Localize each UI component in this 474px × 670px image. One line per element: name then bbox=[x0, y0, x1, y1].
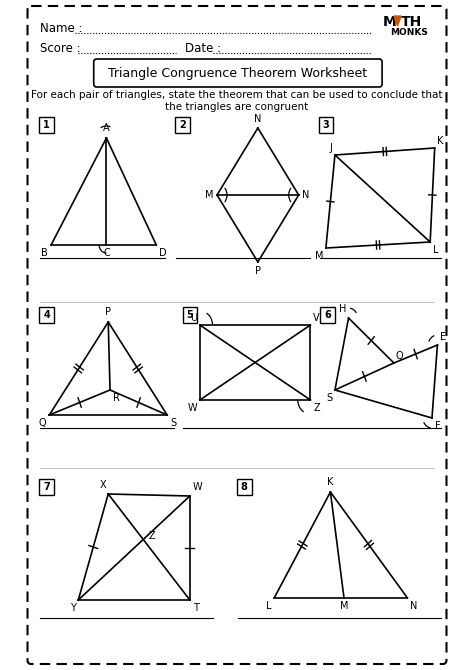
Text: Score :: Score : bbox=[40, 42, 81, 55]
Text: X: X bbox=[100, 480, 106, 490]
Text: the triangles are congruent: the triangles are congruent bbox=[165, 102, 309, 112]
Text: 4: 4 bbox=[43, 310, 50, 320]
Text: P: P bbox=[255, 266, 261, 276]
Text: M: M bbox=[205, 190, 213, 200]
FancyBboxPatch shape bbox=[319, 117, 333, 133]
FancyBboxPatch shape bbox=[39, 307, 54, 323]
Text: TH: TH bbox=[401, 15, 422, 29]
Text: 6: 6 bbox=[324, 310, 331, 320]
Text: MONKS: MONKS bbox=[390, 28, 428, 37]
Text: S: S bbox=[326, 393, 332, 403]
Text: H: H bbox=[339, 304, 346, 314]
Text: For each pair of triangles, state the theorem that can be used to conclude that: For each pair of triangles, state the th… bbox=[31, 90, 443, 100]
Text: 5: 5 bbox=[186, 310, 193, 320]
Text: Name :: Name : bbox=[40, 22, 82, 35]
Text: N: N bbox=[254, 114, 262, 124]
Polygon shape bbox=[394, 16, 401, 26]
Text: N: N bbox=[302, 190, 310, 200]
FancyBboxPatch shape bbox=[94, 59, 382, 87]
Text: F: F bbox=[435, 421, 440, 431]
Text: Z: Z bbox=[149, 531, 155, 541]
FancyBboxPatch shape bbox=[237, 479, 252, 495]
Text: 8: 8 bbox=[241, 482, 248, 492]
FancyBboxPatch shape bbox=[320, 307, 335, 323]
Text: V: V bbox=[313, 313, 320, 323]
Text: C: C bbox=[103, 248, 110, 258]
Text: A: A bbox=[103, 123, 109, 133]
Text: B: B bbox=[41, 248, 47, 258]
Text: Triangle Congruence Theorem Worksheet: Triangle Congruence Theorem Worksheet bbox=[109, 66, 367, 80]
Text: S: S bbox=[171, 418, 177, 428]
FancyBboxPatch shape bbox=[175, 117, 190, 133]
Text: L: L bbox=[433, 245, 438, 255]
Text: D: D bbox=[159, 248, 167, 258]
Text: 2: 2 bbox=[179, 120, 186, 130]
Text: P: P bbox=[105, 307, 111, 317]
Text: E: E bbox=[440, 332, 446, 342]
Text: 3: 3 bbox=[322, 120, 329, 130]
FancyBboxPatch shape bbox=[39, 479, 54, 495]
Text: K: K bbox=[438, 136, 444, 146]
Text: Date :: Date : bbox=[185, 42, 221, 55]
Text: Q: Q bbox=[38, 418, 46, 428]
Text: L: L bbox=[266, 601, 272, 611]
Text: M: M bbox=[315, 251, 323, 261]
Text: Y: Y bbox=[70, 603, 75, 613]
Text: 1: 1 bbox=[43, 120, 50, 130]
FancyBboxPatch shape bbox=[182, 307, 197, 323]
Text: R: R bbox=[113, 393, 119, 403]
Text: J: J bbox=[329, 143, 332, 153]
Text: Q: Q bbox=[396, 351, 403, 361]
Text: W: W bbox=[192, 482, 202, 492]
Text: U: U bbox=[190, 313, 197, 323]
Text: K: K bbox=[327, 477, 334, 487]
Text: M: M bbox=[340, 601, 348, 611]
Text: 7: 7 bbox=[43, 482, 50, 492]
FancyBboxPatch shape bbox=[39, 117, 54, 133]
Text: W: W bbox=[188, 403, 197, 413]
Text: M: M bbox=[383, 15, 397, 29]
Text: N: N bbox=[410, 601, 418, 611]
Text: T: T bbox=[192, 603, 199, 613]
Text: Z: Z bbox=[313, 403, 320, 413]
FancyBboxPatch shape bbox=[27, 6, 447, 664]
